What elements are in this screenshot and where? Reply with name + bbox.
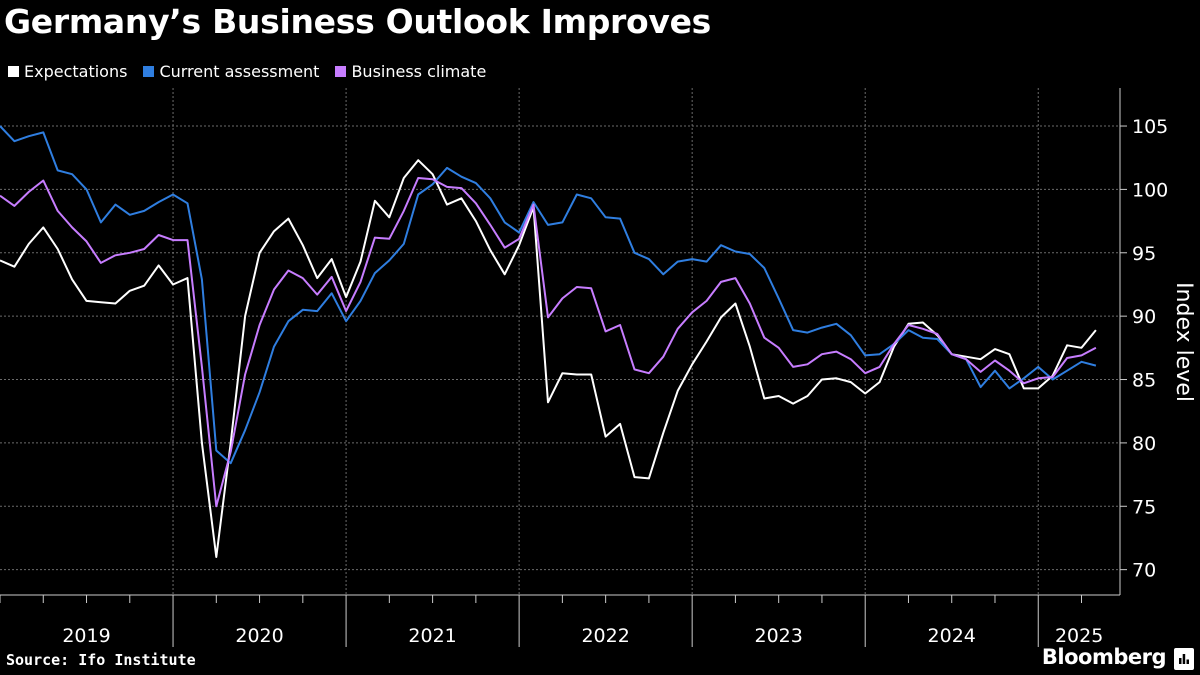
x-tick-label: 2022 bbox=[581, 625, 629, 647]
y-axis-label: Index level bbox=[1171, 282, 1196, 402]
y-tick-label: 80 bbox=[1132, 433, 1156, 455]
x-tick-label: 2025 bbox=[1055, 625, 1103, 647]
legend-item-business-climate: Business climate bbox=[335, 62, 486, 81]
legend-label-expectations: Expectations bbox=[24, 61, 128, 81]
x-tick-label: 2021 bbox=[408, 625, 456, 647]
series-line-business-climate bbox=[0, 177, 1097, 508]
legend-swatch-business-climate bbox=[335, 65, 347, 77]
legend-item-expectations: Expectations bbox=[8, 62, 127, 81]
legend-swatch-expectations bbox=[8, 65, 19, 77]
y-tick-label: 85 bbox=[1132, 370, 1156, 392]
y-tick-label: 100 bbox=[1132, 179, 1168, 201]
legend-swatch-current-assessment bbox=[143, 65, 155, 77]
legend-label-business-climate: Business climate bbox=[351, 61, 487, 81]
x-tick-label: 2023 bbox=[755, 625, 803, 647]
y-tick-label: 70 bbox=[1132, 560, 1156, 582]
series-lines bbox=[0, 125, 1097, 558]
legend: Expectations Current assessment Business… bbox=[8, 60, 486, 82]
legend-label-current-assessment: Current assessment bbox=[159, 61, 320, 81]
source-note: Source: Ifo Institute bbox=[6, 651, 196, 669]
x-tick-label: 2020 bbox=[235, 625, 283, 647]
y-tick-label: 105 bbox=[1132, 116, 1168, 138]
series-line-expectations bbox=[0, 159, 1097, 558]
y-tick-label: 75 bbox=[1132, 496, 1156, 518]
grid-lines bbox=[0, 88, 1120, 595]
y-tick-label: 90 bbox=[1132, 306, 1156, 328]
y-tick-label: 95 bbox=[1132, 243, 1156, 265]
legend-item-current-assessment: Current assessment bbox=[143, 62, 319, 81]
chart-title: Germany’s Business Outlook Improves bbox=[4, 2, 711, 41]
brand-logo: Bloomberg bbox=[1041, 645, 1167, 669]
bloomberg-icon bbox=[1174, 648, 1194, 670]
x-tick-label: 2019 bbox=[62, 625, 110, 647]
x-tick-label: 2024 bbox=[928, 625, 976, 647]
series-line-current-assessment bbox=[0, 125, 1097, 465]
axes: 70 75 80 85 90 95 100 105 2019 2020 2021 2022 2023 20… bbox=[0, 88, 1168, 647]
